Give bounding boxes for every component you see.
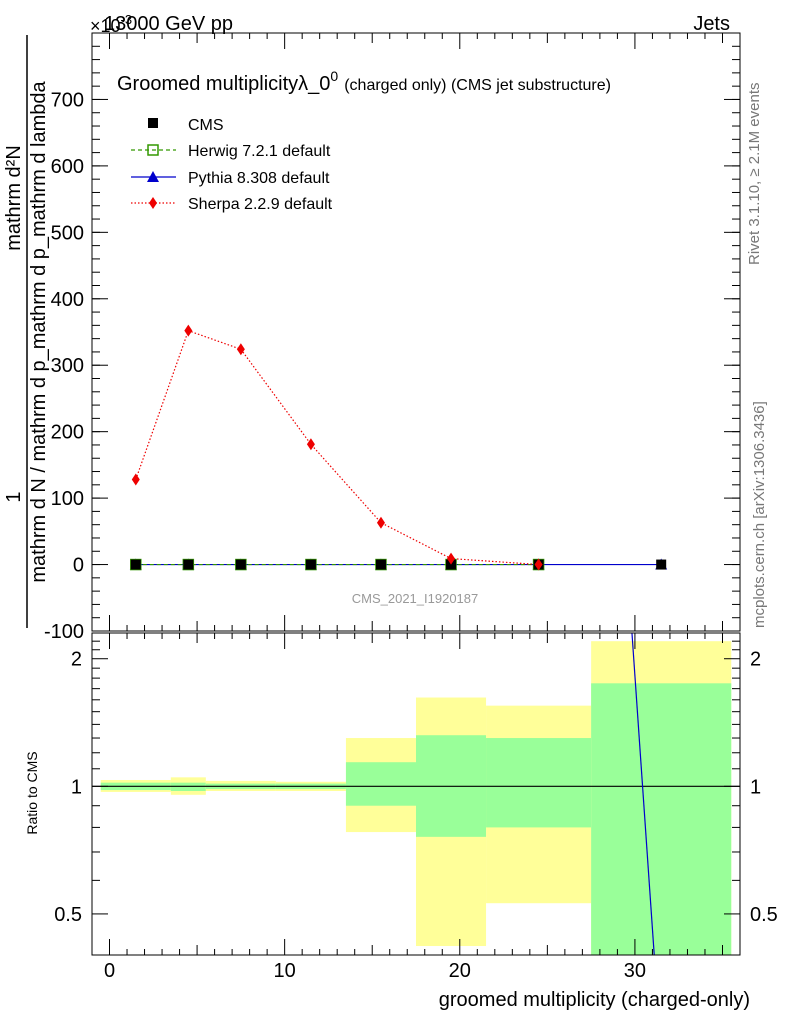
x-tick-label: 10 bbox=[274, 960, 296, 982]
ratio-y-tick-label-right: 2 bbox=[750, 649, 761, 671]
x-tick-label: 0 bbox=[104, 960, 115, 982]
ratio-y-tick-label: 0.5 bbox=[54, 904, 82, 926]
ratio-plot-frame bbox=[91, 632, 741, 956]
x-axis-label: groomed multiplicity (charged-only) bbox=[439, 989, 750, 1011]
ratio-band-inner bbox=[345, 762, 416, 806]
main-y-tick-label: 0 bbox=[73, 555, 84, 577]
legend-herwig-label: Herwig 7.2.1 default bbox=[188, 143, 331, 160]
mcplots-label: mcplots.cern.ch [arXiv:1306.3436] bbox=[751, 401, 768, 628]
main-y-tick-label: 500 bbox=[51, 222, 84, 244]
legend-cms-marker bbox=[148, 118, 158, 128]
x-tick-label: 30 bbox=[624, 960, 646, 982]
legend-pythia-label: Pythia 8.308 default bbox=[188, 170, 330, 187]
analysis-watermark: CMS_2021_I1920187 bbox=[352, 591, 479, 606]
legend: CMS Herwig 7.2.1 default Pythia 8.308 de… bbox=[131, 117, 333, 213]
cms-point bbox=[235, 559, 246, 570]
sherpa-point bbox=[376, 516, 385, 529]
ylabel-numerator: mathrm d²N bbox=[3, 145, 25, 251]
ylabel-denominator: mathrm d N / mathrm d p_mathrm d p_mathr… bbox=[28, 80, 50, 582]
header-energy: 13000 GeV pp bbox=[104, 13, 233, 35]
legend-sherpa-marker bbox=[149, 197, 157, 209]
ratio-band-inner bbox=[486, 738, 592, 828]
series-line-sherpa bbox=[135, 329, 539, 566]
ratio-pythia-line bbox=[631, 633, 655, 955]
legend-cms-label: CMS bbox=[188, 117, 224, 134]
sherpa-point bbox=[184, 324, 193, 337]
main-plot-frame bbox=[91, 32, 741, 632]
legend-sherpa-label: Sherpa 2.2.9 default bbox=[188, 196, 333, 213]
cms-point bbox=[183, 559, 194, 570]
legend-pythia-marker bbox=[147, 171, 159, 182]
sherpa-point bbox=[131, 473, 140, 486]
main-y-tick-label: 400 bbox=[51, 289, 84, 311]
y-axis-label-main: 1 mathrm d²N mathrm d N / mathrm d p_mat… bbox=[3, 35, 50, 628]
sherpa-point bbox=[236, 343, 245, 356]
ratio-band-inner bbox=[591, 683, 732, 955]
ratio-y-tick-label-right: 1 bbox=[750, 776, 761, 798]
sherpa-point bbox=[534, 558, 543, 571]
rivet-label: Rivet 3.1.10, ≥ 2.1M events bbox=[746, 83, 763, 266]
main-y-tick-label: -100 bbox=[44, 621, 84, 643]
main-y-tick-label: 200 bbox=[51, 422, 84, 444]
cms-point bbox=[305, 559, 316, 570]
cms-point bbox=[130, 559, 141, 570]
plot-title: Groomed multiplicityλ_00(charged only) (… bbox=[117, 68, 611, 95]
legend-herwig-marker bbox=[147, 144, 159, 156]
main-y-tick-label: 700 bbox=[51, 89, 84, 111]
ratio-y-tick-label-right: 0.5 bbox=[750, 904, 778, 926]
cms-point bbox=[375, 559, 386, 570]
exponent-label: ×10-3 bbox=[90, 12, 132, 36]
main-y-tick-label: 600 bbox=[51, 156, 84, 178]
main-y-tick-label: 100 bbox=[51, 488, 84, 510]
header-process: Jets bbox=[693, 13, 730, 35]
main-y-tick-label: 300 bbox=[51, 355, 84, 377]
ratio-y-tick-label: 2 bbox=[71, 649, 82, 671]
sherpa-point bbox=[447, 552, 456, 565]
ratio-y-tick-label: 1 bbox=[71, 776, 82, 798]
ratio-y-label: Ratio to CMS bbox=[24, 751, 40, 834]
ylabel-one: 1 bbox=[3, 491, 25, 502]
sherpa-point bbox=[306, 438, 315, 451]
x-tick-label: 20 bbox=[449, 960, 471, 982]
cms-point bbox=[656, 559, 667, 570]
